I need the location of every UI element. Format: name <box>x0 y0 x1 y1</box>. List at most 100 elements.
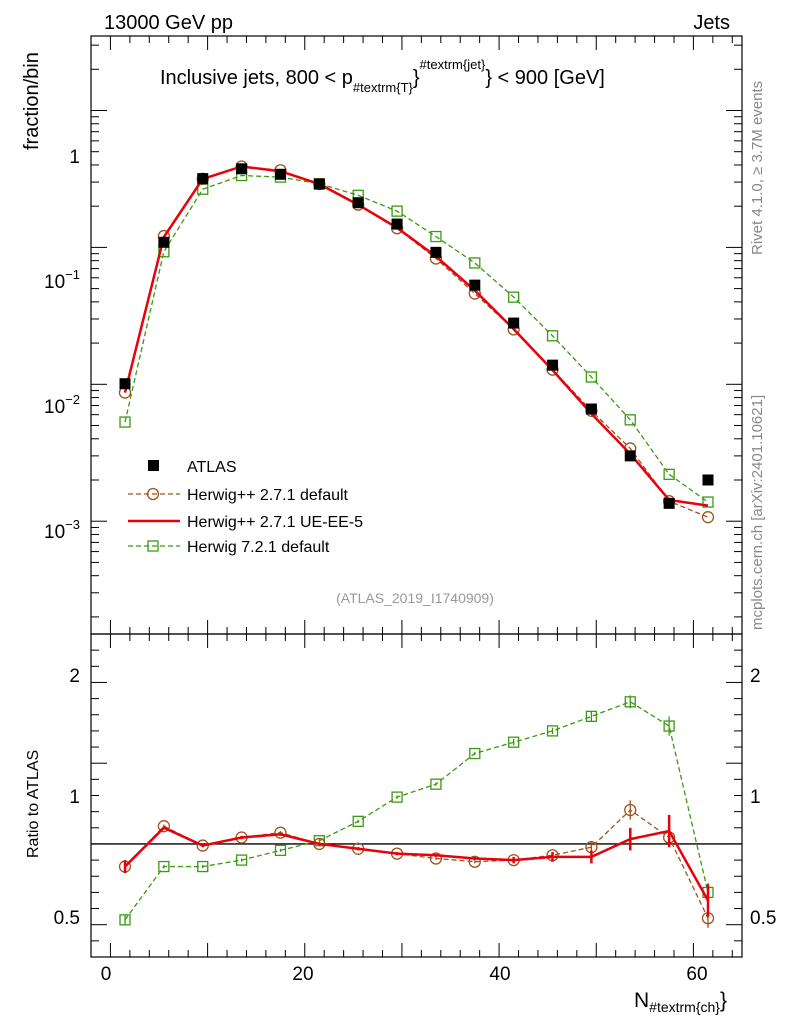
ytick-label-0.1: 10−1 <box>44 267 80 293</box>
ratio-y-axis-label: Ratio to ATLAS <box>25 750 42 858</box>
ratio-point-herwig-7-2-1-default <box>391 791 403 803</box>
rivet-label: Rivet 4.1.0, ≥ 3.7M events <box>749 81 766 255</box>
ratio-point-herwig-2-7-1-default <box>274 826 287 839</box>
main-point-herwig-2-7-1-default <box>701 511 715 524</box>
analysis-watermark: (ATLAS_2019_I1740909) <box>336 590 494 606</box>
ratio-ytick-right-2: 2 <box>750 666 761 687</box>
ratio-line-herwig-7-2-1-default <box>124 701 709 921</box>
ratio-ytick-right-0.5: 0.5 <box>750 908 776 929</box>
energy-label: 13000 GeV pp <box>104 12 233 34</box>
legend-label-herwig7: Herwig 7.2.1 default <box>187 539 330 556</box>
main-point-herwig-7-2-1-default <box>663 468 675 480</box>
main-point-atlas <box>469 279 481 291</box>
axis-ticks <box>91 36 742 958</box>
main-point-atlas <box>585 403 597 415</box>
title-pre: Inclusive jets, 800 < p <box>160 67 353 89</box>
main-point-herwig-7-2-1-default <box>624 414 636 426</box>
xtick-label-60: 60 <box>686 964 707 985</box>
title-sub: #textrm{T} <box>353 80 414 95</box>
main-point-atlas <box>352 197 364 209</box>
xtick-label-40: 40 <box>489 964 510 985</box>
main-point-atlas <box>702 474 714 486</box>
xtick-label-0: 0 <box>101 964 112 985</box>
ratio-point-herwig-2-7-1-default <box>468 855 481 868</box>
ratio-ytick-left-2: 2 <box>69 666 80 687</box>
ytick-0.1-base: 10 <box>44 272 65 293</box>
ratio-point-herwig-7-2-1-default <box>469 747 481 760</box>
main-point-herwig-7-2-1-default <box>702 496 714 508</box>
title-brace-1: } <box>413 67 420 89</box>
main-point-atlas <box>236 163 248 175</box>
main-point-atlas <box>430 246 442 258</box>
x-axis-label-brace: } <box>720 989 727 1012</box>
y-axis-label: fraction/bin <box>21 52 43 150</box>
main-point-atlas <box>547 359 559 371</box>
ratio-ytick-right-1: 1 <box>750 787 761 808</box>
x-axis-label-sub: #textrm{ch} <box>649 999 720 1015</box>
category-label: Jets <box>693 12 730 34</box>
ytick-label-0.01: 10−2 <box>44 392 80 418</box>
main-point-herwig-7-2-1-default <box>430 230 442 243</box>
main-title: Inclusive jets, 800 < p#textrm{T}}#textr… <box>160 57 605 95</box>
main-line-herwig-7-2-1-default <box>124 174 709 503</box>
ratio-point-herwig-7-2-1-default <box>352 815 364 827</box>
ratio-point-herwig-7-2-1-default <box>624 696 636 708</box>
legend-herwig7-marker <box>147 540 159 552</box>
main-plot-series <box>118 160 715 524</box>
ratio-panel-frame <box>90 633 743 958</box>
legend: ATLAS Herwig++ 2.7.1 default Herwig++ 2.… <box>128 459 363 556</box>
ratio-plot-series <box>91 695 742 928</box>
ratio-point-herwig-7-2-1-default <box>585 710 598 723</box>
legend-herwigpp-default-marker <box>146 487 160 501</box>
ratio-point-herwig-7-2-1-default <box>430 778 442 790</box>
ytick-0.001-exp: −3 <box>65 517 80 532</box>
x-axis-label: N#textrm{ch}} <box>634 989 727 1015</box>
ytick-0.001-base: 10 <box>44 522 65 543</box>
ratio-point-herwig-2-7-1-default <box>624 803 637 817</box>
legend-label-herwigpp-default: Herwig++ 2.7.1 default <box>187 487 349 504</box>
source-label: mcplots.cern.ch [arXiv:2401.10621] <box>749 395 766 630</box>
ratio-point-herwig-7-2-1-default <box>235 854 248 866</box>
ratio-point-herwig-7-2-1-default <box>197 860 209 873</box>
main-point-atlas <box>313 178 325 190</box>
legend-label-atlas: ATLAS <box>187 459 237 476</box>
xtick-label-20: 20 <box>292 964 313 985</box>
main-point-herwig-7-2-1-default <box>469 257 481 269</box>
legend-label-herwigpp-ueee5: Herwig++ 2.7.1 UE-EE-5 <box>187 514 363 531</box>
main-point-atlas <box>624 450 636 462</box>
main-point-atlas <box>663 497 675 509</box>
ytick-0.01-exp: −2 <box>65 392 80 407</box>
legend-atlas-marker <box>148 460 159 471</box>
ratio-point-herwig-7-2-1-default <box>546 725 559 737</box>
main-point-atlas <box>274 168 286 180</box>
ratio-ytick-left-1: 1 <box>69 787 80 808</box>
main-point-atlas <box>391 218 403 230</box>
x-axis-label-base: N <box>634 989 649 1012</box>
ytick-0.01-base: 10 <box>44 397 65 418</box>
ratio-ytick-left-0.5: 0.5 <box>54 908 80 929</box>
main-point-herwig-7-2-1-default <box>119 416 131 428</box>
main-line-herwig-2-7-1-ue-ee-5 <box>123 165 709 507</box>
ratio-line-herwig-2-7-1-default <box>124 809 709 919</box>
ratio-point-herwig-7-2-1-default <box>508 736 520 748</box>
ytick-label-0.001: 10−3 <box>44 517 80 543</box>
ratio-line-herwig-2-7-1-ue-ee-5 <box>124 826 710 902</box>
ratio-point-herwig-7-2-1-default <box>158 860 170 873</box>
ytick-label-1: 1 <box>69 147 80 168</box>
main-point-atlas <box>508 317 520 329</box>
ratio-point-herwig-7-2-1-default <box>274 844 287 857</box>
ytick-0.1-exp: −1 <box>65 267 80 282</box>
main-point-herwig-7-2-1-default <box>585 371 598 383</box>
main-point-herwig-7-2-1-default <box>391 205 403 217</box>
main-point-atlas <box>119 378 131 390</box>
main-point-atlas <box>158 236 170 248</box>
main-point-herwig-7-2-1-default <box>546 330 559 342</box>
main-point-atlas <box>197 173 209 185</box>
ratio-point-herwig-2-7-1-default <box>429 852 443 865</box>
ratio-point-herwig-7-2-1-default <box>119 914 131 926</box>
main-point-herwig-7-2-1-default <box>508 291 520 303</box>
ratio-point-herwig-2-7-1-default <box>157 820 171 833</box>
title-post: } < 900 [GeV] <box>485 67 605 89</box>
ratio-point-herwig-7-2-1-default <box>663 720 675 732</box>
